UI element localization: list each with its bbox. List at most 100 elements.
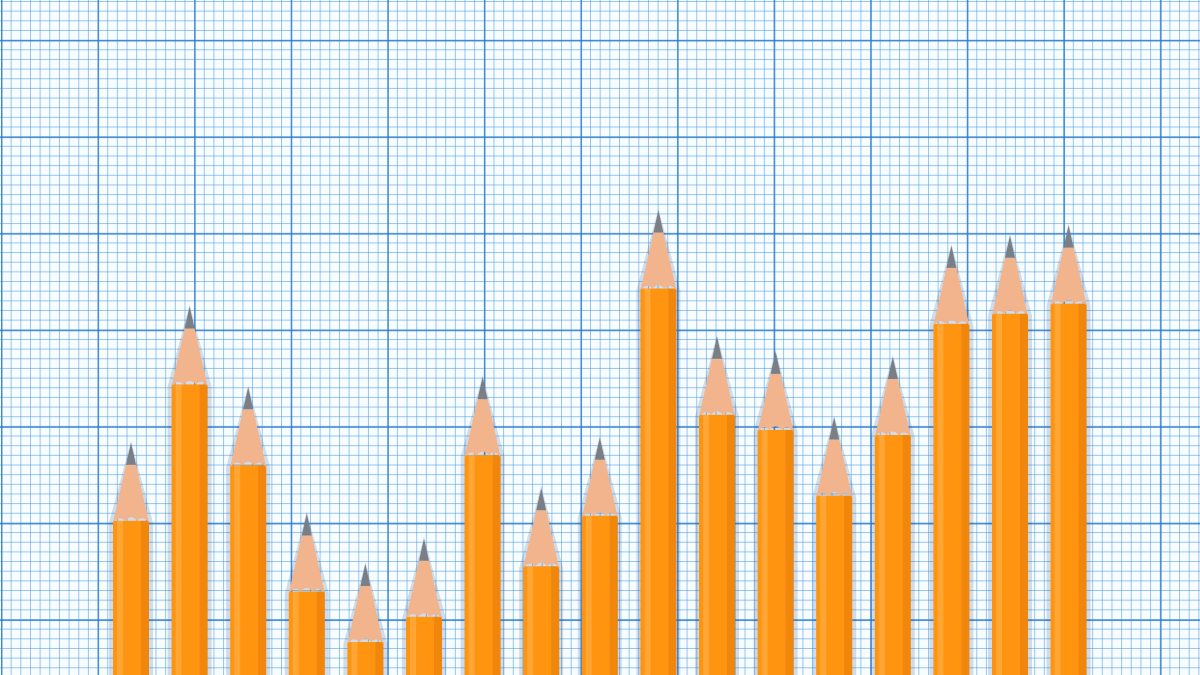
pencil-body [757,429,794,675]
pencil-bar [402,536,446,675]
pencil-edge-shade [727,414,735,675]
pencil-bar [226,385,271,675]
pencil-edge-shade [1020,313,1028,675]
pencil-highlight [527,566,534,675]
pencil-lead [653,210,664,233]
pencil-body [640,288,677,675]
pencil-edge-shade [844,495,853,675]
pencil-lead [243,387,254,410]
pencil-lead [1005,235,1015,258]
pencil-highlight [1054,303,1061,675]
pencil-body [1050,303,1087,675]
pencil-wood-tip [816,439,853,498]
pencil-edge-shade [1078,303,1087,675]
pencil-lead [184,306,195,329]
pencil-bar [284,511,329,675]
pencil-body [699,414,735,675]
pencil-body [347,642,384,675]
pencil-bar [695,334,739,675]
pencil-bar [519,486,564,675]
pencil-lead [301,513,312,536]
pencil-wood-tip [699,358,735,417]
pencil-edge-shade [375,642,384,675]
pencil-edge-shade [316,591,325,675]
pencil-highlight [585,515,592,675]
pencil-lead [360,564,371,586]
pencil-bar [929,243,974,675]
pencil-highlight [703,414,709,675]
pencil-body [288,591,325,675]
pencil-wood-tip [288,535,325,594]
pencil-lead [594,437,605,460]
pencil-bar [343,562,388,675]
pencil-wood-tip [171,328,208,387]
pencil-wood-tip [992,257,1028,316]
pencil-highlight [292,591,299,675]
pencil-highlight [937,323,944,675]
pencil-bar [870,354,915,675]
pencil-body [464,455,501,675]
pencil-lead [946,245,957,268]
pencil-lead [770,351,781,374]
pencil-body [230,465,267,675]
pencil-wood-tip [464,399,501,458]
pencil-lead [126,442,136,465]
pencil-bar [109,440,153,675]
pencil-bar [812,415,857,675]
pencil-wood-tip [874,378,911,437]
pencil-wood-tip [523,510,560,569]
pencil-body [171,384,208,675]
pencil-edge-shade [258,465,267,675]
pencil-body [406,616,442,675]
pencil-bar [577,435,622,675]
pencil-highlight [468,455,475,675]
pencil-body [523,566,560,675]
pencil-wood-tip [230,409,267,468]
pencil-highlight [175,384,182,675]
pencil-wood-tip [406,560,442,619]
pencil-highlight [996,313,1002,675]
pencil-highlight [234,465,241,675]
pencil-bar [460,375,505,675]
pencil-body [581,515,618,675]
pencil-edge-shade [902,434,911,675]
pencil-edge-shade [199,384,208,675]
pencil-wood-tip [581,459,618,518]
pencil-bar [636,208,681,675]
pencil-lead [1063,225,1074,248]
pencil-wood-tip [933,267,970,326]
pencil-bar [753,349,798,675]
pencil-lead [712,336,722,359]
pencil-wood-tip [640,232,677,291]
pencil-wood-tip [757,373,794,432]
pencil-bar [988,233,1032,675]
pencil-body [113,520,149,675]
pencil-body [874,434,911,675]
pencil-edge-shade [551,566,560,675]
pencil-edge-shade [141,520,149,675]
pencil-wood-tip [113,464,149,523]
pencil-highlight [878,434,885,675]
pencil-bar [167,304,212,675]
pencil-bar [1046,223,1091,675]
pencil-highlight [820,495,827,675]
pencil-highlight [351,642,358,675]
pencil-wood-tip [347,586,384,644]
pencil-edge-shade [492,455,501,675]
pencil-edge-shade [785,429,794,675]
pencil-body [933,323,970,675]
pencil-lead [887,356,898,379]
pencil-edge-shade [668,288,677,675]
pencil-edge-shade [609,515,618,675]
pencil-lead [829,417,840,440]
pencil-edge-shade [434,616,442,675]
pencil-lead [477,377,488,400]
pencil-highlight [410,616,416,675]
pencil-highlight [761,429,768,675]
pencil-body [992,313,1028,675]
pencil-highlight [644,288,651,675]
pencil-body [816,495,853,675]
pencil-wood-tip [1050,247,1087,306]
